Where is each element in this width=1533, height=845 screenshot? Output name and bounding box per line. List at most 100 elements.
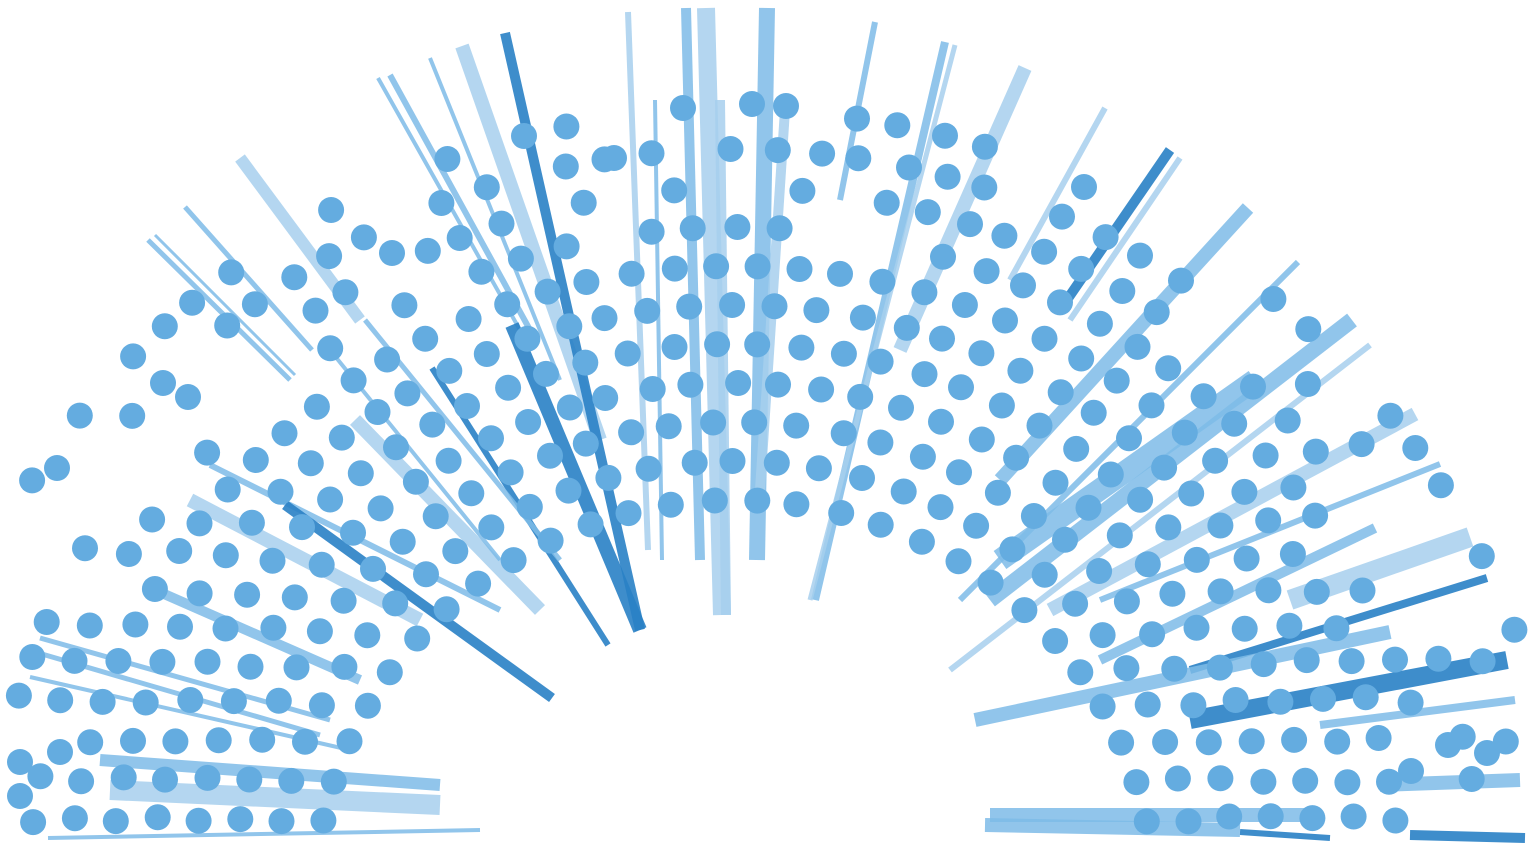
dot-175 xyxy=(167,613,193,640)
dot-204 xyxy=(1207,512,1234,539)
dot-317 xyxy=(119,402,146,429)
dot-193 xyxy=(803,297,830,324)
ray-34 xyxy=(1379,773,1521,792)
dot-289 xyxy=(1382,646,1408,673)
dot-359 xyxy=(1295,316,1322,343)
dot-154 xyxy=(911,361,938,388)
dot-259 xyxy=(20,809,47,836)
dot-280 xyxy=(1086,310,1113,337)
dot-309 xyxy=(1109,278,1136,304)
dot-322 xyxy=(316,243,343,270)
dot-371 xyxy=(739,91,765,117)
dot-195 xyxy=(893,314,920,341)
dot-138 xyxy=(289,514,315,541)
dot-128 xyxy=(1250,768,1277,795)
dot-136 xyxy=(234,581,261,608)
dot-295 xyxy=(302,297,329,324)
dot-286 xyxy=(1280,474,1307,501)
dot-227 xyxy=(374,346,401,373)
dot-222 xyxy=(214,476,241,503)
dot-111 xyxy=(725,370,752,396)
dot-2 xyxy=(336,728,363,755)
dot-213 xyxy=(61,805,88,832)
dot-284 xyxy=(1221,410,1248,437)
dot-106 xyxy=(515,409,542,435)
ray-35 xyxy=(1409,830,1526,843)
dot-71 xyxy=(537,442,563,469)
dot-270 xyxy=(507,245,534,272)
dot-191 xyxy=(719,292,746,318)
dot-332 xyxy=(845,145,872,172)
dot-103 xyxy=(402,468,429,495)
dot-303 xyxy=(873,189,900,216)
dot-330 xyxy=(764,137,791,164)
dot-308 xyxy=(1068,255,1095,282)
dot-139 xyxy=(317,486,344,513)
dot-143 xyxy=(454,393,480,419)
dot-81 xyxy=(946,459,972,486)
dot-171 xyxy=(110,764,137,791)
dot-155 xyxy=(948,374,974,401)
dot-142 xyxy=(419,411,446,438)
dot-62 xyxy=(265,687,292,714)
dot-110 xyxy=(677,371,704,398)
dot-156 xyxy=(988,392,1015,419)
dot-173 xyxy=(132,689,159,716)
dot-117 xyxy=(968,426,995,453)
dot-293 xyxy=(33,609,60,635)
dot-16 xyxy=(828,500,855,526)
dot-232 xyxy=(573,269,600,295)
ray-48 xyxy=(186,493,424,627)
dot-202 xyxy=(1151,454,1178,481)
dot-353 xyxy=(553,113,580,140)
ray-5 xyxy=(387,73,533,332)
dot-187 xyxy=(556,313,583,340)
dot-46 xyxy=(849,465,875,491)
dot-21 xyxy=(1011,597,1038,624)
dot-27 xyxy=(1133,808,1160,835)
dot-345 xyxy=(66,402,93,429)
dot-33 xyxy=(354,622,381,649)
dot-261 xyxy=(47,687,74,714)
dot-22 xyxy=(1042,628,1069,654)
dot-363 xyxy=(1468,543,1495,570)
dot-233 xyxy=(618,260,645,287)
dot-240 xyxy=(911,279,938,306)
dot-260 xyxy=(27,763,54,790)
dot-158 xyxy=(1063,435,1090,462)
dot-131 xyxy=(152,766,178,793)
dot-76 xyxy=(741,409,768,436)
dot-74 xyxy=(655,413,682,440)
dot-105 xyxy=(478,425,504,452)
dot-83 xyxy=(1020,503,1047,529)
ray-46 xyxy=(47,828,481,840)
dot-305 xyxy=(957,211,983,238)
dot-196 xyxy=(929,325,955,352)
dot-376 xyxy=(1071,174,1097,200)
dot-133 xyxy=(177,687,204,713)
dot-44 xyxy=(763,449,790,476)
dot-203 xyxy=(1178,480,1205,507)
dot-347 xyxy=(151,313,178,340)
dot-299 xyxy=(488,210,515,237)
dot-310 xyxy=(1143,299,1170,326)
dot-194 xyxy=(849,304,876,331)
dot-329 xyxy=(717,136,744,162)
dot-354 xyxy=(844,105,870,132)
dot-301 xyxy=(661,177,688,204)
dot-279 xyxy=(1047,289,1073,316)
dot-320 xyxy=(241,291,268,318)
dot-104 xyxy=(435,447,462,474)
dot-125 xyxy=(1206,654,1233,681)
dot-215 xyxy=(77,729,104,756)
dot-90 xyxy=(1195,729,1222,756)
dot-234 xyxy=(661,255,688,282)
dot-85 xyxy=(1086,558,1113,584)
ray-44 xyxy=(99,754,441,791)
dot-251 xyxy=(1279,541,1306,567)
dot-101 xyxy=(340,519,366,546)
ray-47 xyxy=(152,585,363,685)
dot-20 xyxy=(977,569,1004,596)
dot-151 xyxy=(788,334,815,361)
